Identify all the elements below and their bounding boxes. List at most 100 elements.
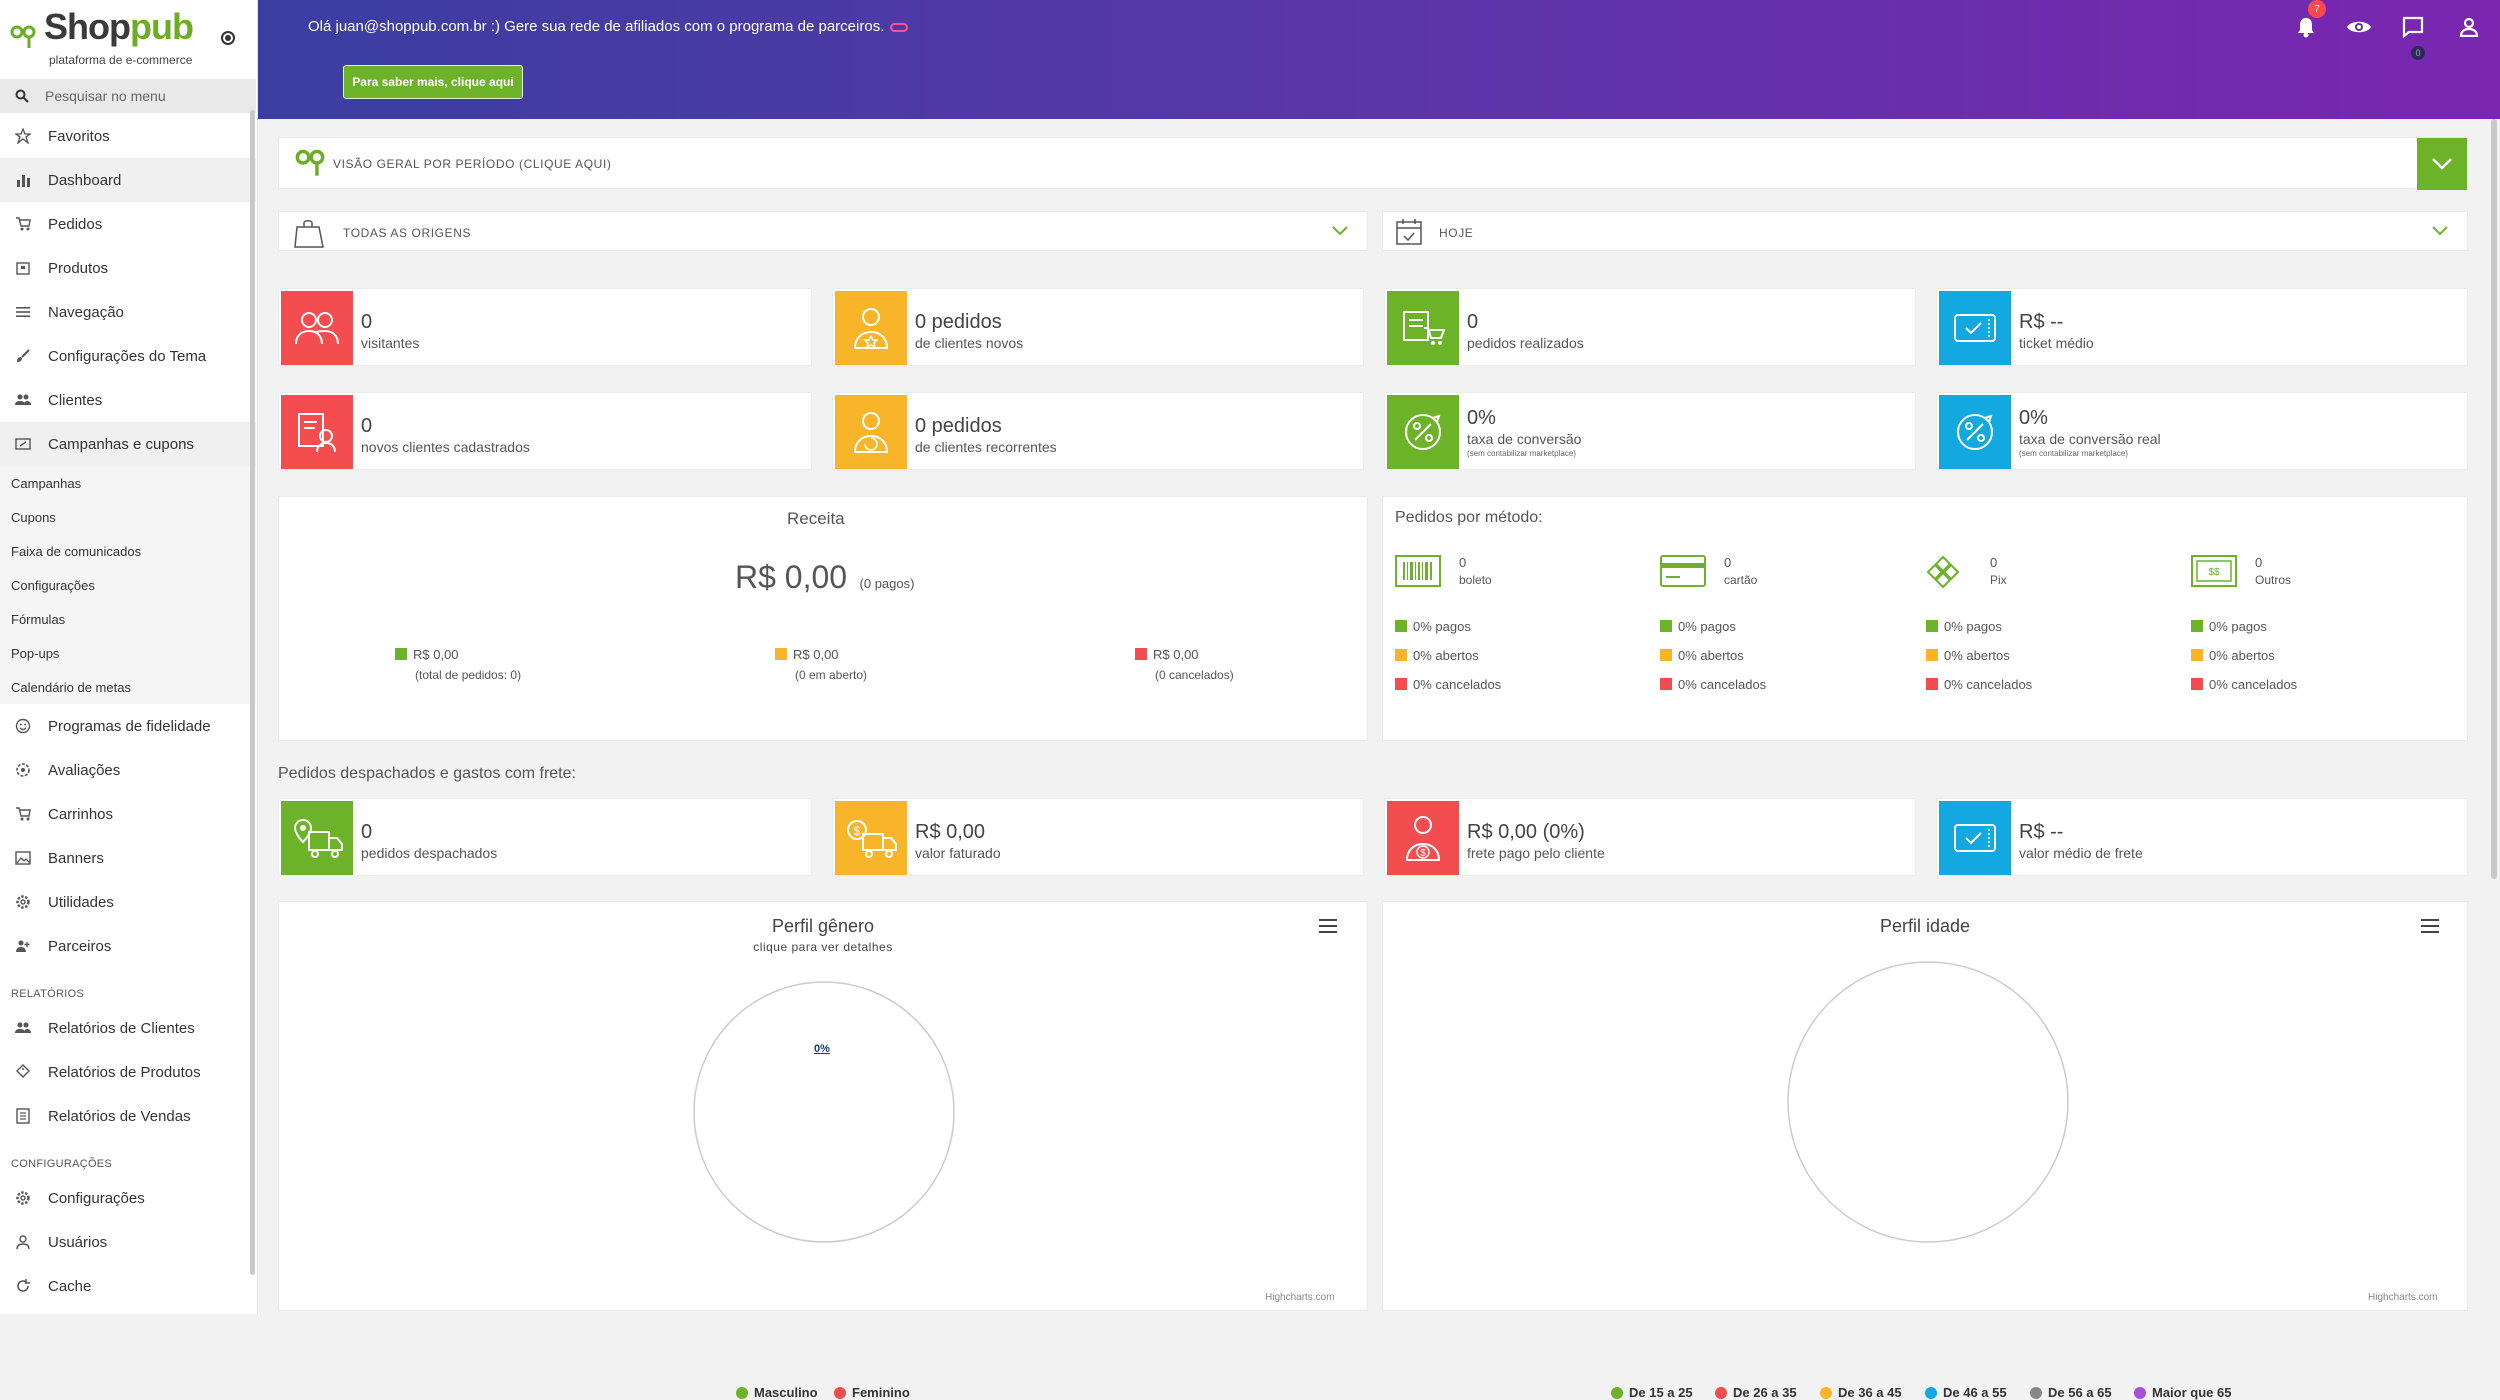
list-icon — [14, 1107, 32, 1125]
legend-item-de-56-a-65[interactable]: De 56 a 65 — [2030, 1385, 2112, 1400]
barcode-icon — [1395, 555, 1443, 589]
stat-value: 0 — [361, 821, 373, 843]
sidebar-item-label: Relatórios de Vendas — [48, 1107, 191, 1125]
status-text: 0% abertos — [1944, 648, 2010, 663]
submenu-item[interactable]: Calendário de metas — [11, 679, 131, 695]
legend-item-maior-que-65[interactable]: Maior que 65 — [2134, 1385, 2231, 1400]
sidebar-item-cache[interactable]: Cache — [0, 1264, 256, 1308]
overview-period-toggle[interactable]: VISÃO GERAL POR PERÍODO (CLIQUE AQUI) — [278, 137, 2468, 190]
cart-icon — [14, 805, 32, 823]
sidebar-item-programas-de-fidelidade[interactable]: Programas de fidelidade — [0, 704, 256, 748]
shopping-bag-icon — [294, 220, 324, 248]
overview-expand-button[interactable] — [2417, 138, 2467, 190]
main-scrollbar[interactable] — [2491, 119, 2497, 879]
genero-title: Perfil gênero — [771, 916, 875, 936]
sidebar-item-clientes[interactable]: Clientes — [0, 378, 256, 422]
avg-ticket-card: R$ -- ticket médio — [1936, 288, 2468, 366]
genero-pie[interactable] — [689, 977, 959, 1247]
learn-more-button[interactable]: Para saber mais, clique aqui — [343, 65, 523, 99]
sidebar-item-label: Cache — [48, 1277, 92, 1295]
submenu-item[interactable]: Faixa de comunicados — [11, 543, 142, 559]
period-filter[interactable]: HOJE — [1382, 211, 2468, 251]
sidebar-item-label: Utilidades — [48, 893, 114, 911]
method-status-row: 0% pagos — [1926, 619, 2002, 634]
sidebar-toggle-icon[interactable] — [221, 31, 235, 45]
idade-title: Perfil idade — [1879, 916, 1971, 936]
method-status-row: 0% abertos — [1395, 648, 1479, 663]
search-input[interactable]: Pesquisar no menu — [45, 88, 166, 104]
sidebar-item-label: Pedidos — [48, 215, 103, 233]
sidebar-item-relat-rios-de-vendas[interactable]: Relatórios de Vendas — [0, 1094, 256, 1138]
sidebar-scrollbar[interactable] — [250, 110, 255, 1275]
origin-filter[interactable]: TODAS AS ORIGENS — [278, 211, 1368, 251]
stat-label: taxa de conversão — [1467, 431, 1582, 447]
receita-legend-item: R$ 0,00 (0 em aberto) — [775, 647, 867, 682]
submenu-item[interactable]: Cupons — [11, 509, 56, 525]
sidebar-item-avalia-es[interactable]: Avaliações — [0, 748, 256, 792]
highcharts-credit[interactable]: Highcharts.com — [2368, 1292, 2438, 1303]
sidebar-item-navega-o[interactable]: Navegação — [0, 290, 256, 334]
sidebar-item-dashboard[interactable]: Dashboard — [0, 158, 256, 202]
submenu-item[interactable]: Pop-ups — [11, 645, 60, 661]
sidebar-item-banners[interactable]: Banners — [0, 836, 256, 880]
sidebar-item-favoritos[interactable]: Favoritos — [0, 114, 256, 158]
submenu-item[interactable]: Configurações — [11, 577, 95, 593]
highcharts-credit[interactable]: Highcharts.com — [1265, 1292, 1335, 1303]
user-icon — [14, 1233, 32, 1251]
sidebar-item-relat-rios-de-clientes[interactable]: Relatórios de Clientes — [0, 1006, 256, 1050]
sidebar-item-relat-rios-de-produtos[interactable]: Relatórios de Produtos — [0, 1050, 256, 1094]
ticket-check-icon — [1939, 801, 2011, 875]
chat-icon[interactable] — [2400, 14, 2426, 40]
legend-item-de-26-a-35[interactable]: De 26 a 35 — [1715, 1385, 1797, 1400]
sidebar-item-parceiros[interactable]: Parceiros — [0, 924, 256, 968]
sidebar-item-campanhas-e-cupons[interactable]: Campanhas e cupons — [0, 422, 256, 466]
menu-search[interactable]: Pesquisar no menu — [0, 79, 256, 113]
sidebar-item-carrinhos[interactable]: Carrinhos — [0, 792, 256, 836]
genero-subtitle: clique para ver detalhes — [753, 940, 893, 954]
method-status-row: 0% cancelados — [1395, 677, 1501, 692]
box-icon — [14, 259, 32, 277]
sidebar-item-configura-es[interactable]: Configurações — [0, 1176, 256, 1220]
idade-pie[interactable] — [1783, 957, 2073, 1247]
legend-item-de-46-a-55[interactable]: De 46 a 55 — [1925, 1385, 2007, 1400]
chart-menu-icon[interactable] — [1319, 919, 1337, 933]
legend-item-feminino[interactable]: Feminino — [834, 1385, 910, 1400]
sidebar-item-configura-es-do-tema[interactable]: Configurações do Tema — [0, 334, 256, 378]
stat-label: valor médio de frete — [2019, 845, 2143, 861]
sidebar-item-pedidos[interactable]: Pedidos — [0, 202, 256, 246]
legend-item-de-36-a-45[interactable]: De 36 a 45 — [1820, 1385, 1902, 1400]
submenu-item[interactable]: Fórmulas — [11, 611, 66, 627]
status-text: 0% cancelados — [1678, 677, 1767, 692]
chat-badge: 0 — [2411, 46, 2425, 60]
eye-icon[interactable] — [2346, 14, 2372, 40]
stat-label: ticket médio — [2019, 335, 2094, 351]
submenu-item[interactable]: Campanhas — [11, 475, 82, 491]
dispatched-orders-card: 0 pedidos despachados — [278, 798, 812, 876]
cash-icon: $$ — [2191, 555, 2239, 589]
method-status-row: 0% pagos — [1395, 619, 1471, 634]
sidebar-item-produtos[interactable]: Produtos — [0, 246, 256, 290]
stat-label: novos clientes cadastrados — [361, 439, 530, 455]
method-status-row: 0% cancelados — [2191, 677, 2297, 692]
logo-mark-icon — [10, 25, 36, 48]
sidebar-item-label: Favoritos — [48, 127, 110, 145]
stat-value: 0% — [2019, 407, 2048, 429]
legend-label: De 56 a 65 — [2048, 1385, 2112, 1400]
billed-value-card: $ R$ 0,00 valor faturado — [832, 798, 1364, 876]
legend-item-masculino[interactable]: Masculino — [736, 1385, 818, 1400]
user-icon[interactable] — [2456, 14, 2482, 40]
chart-menu-icon[interactable] — [2421, 919, 2439, 933]
stat-value: 0 — [361, 311, 373, 333]
genero-data-label[interactable]: 0% — [814, 1043, 830, 1055]
bell-icon[interactable] — [2293, 14, 2319, 40]
legend-item-de-15-a-25[interactable]: De 15 a 25 — [1611, 1385, 1693, 1400]
cart-icon — [14, 215, 32, 233]
sidebar-item-label: Dashboard — [48, 171, 122, 189]
sidebar-item-usu-rios[interactable]: Usuários — [0, 1220, 256, 1264]
sidebar-item-utilidades[interactable]: Utilidades — [0, 880, 256, 924]
logo[interactable]: Shoppub plataforma de e-commerce — [0, 0, 257, 78]
new-customer-orders-card: 0 pedidos de clientes novos — [832, 288, 1364, 366]
returning-customer-orders-card: 0 pedidos de clientes recorrentes — [832, 392, 1364, 470]
status-text: 0% pagos — [1678, 619, 1736, 634]
brand-name: Shoppub — [44, 6, 194, 47]
